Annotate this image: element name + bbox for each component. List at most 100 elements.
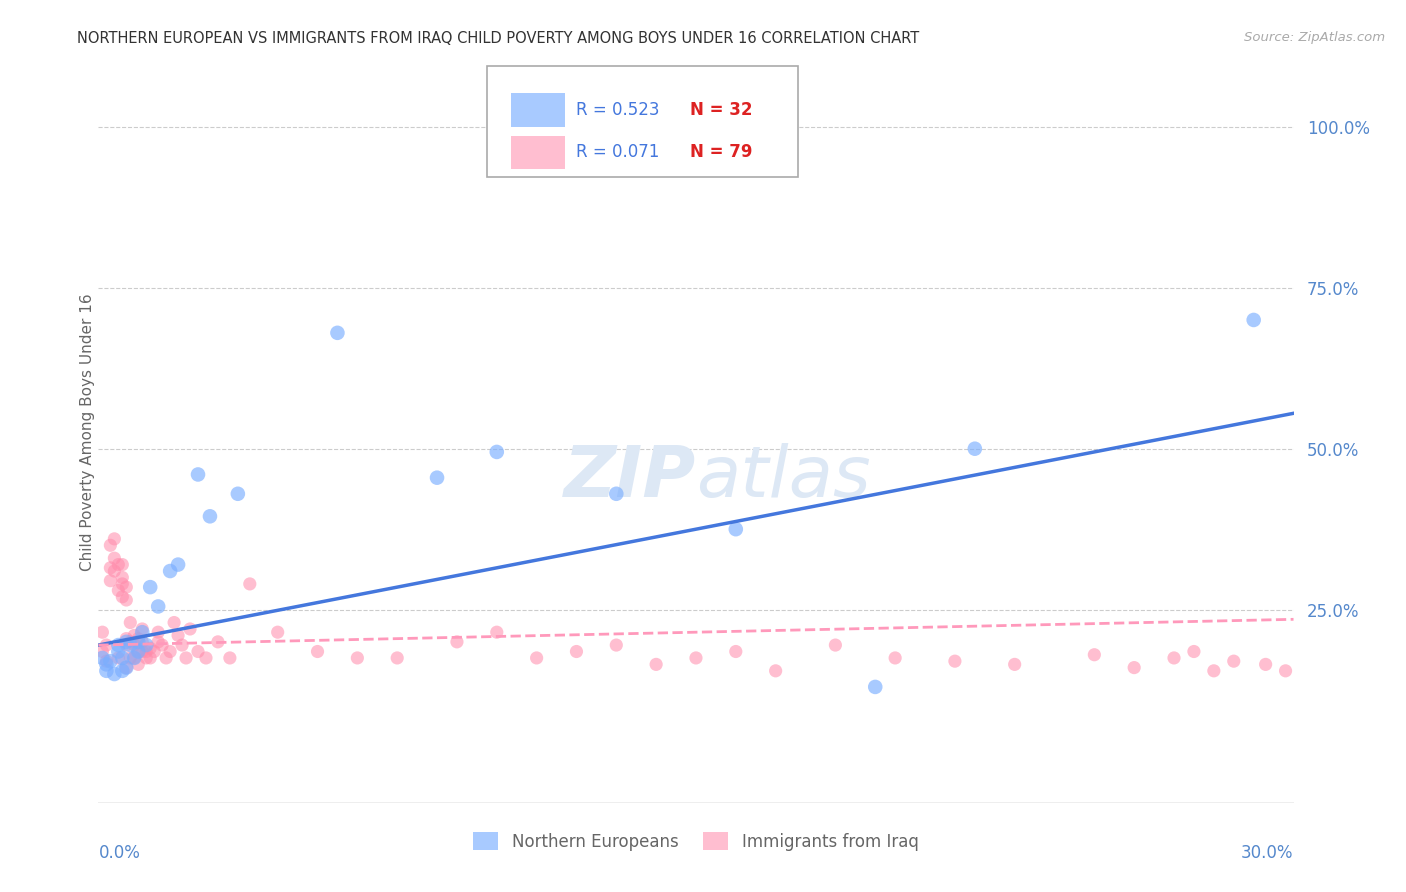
Point	[195, 651, 218, 665]
Point	[103, 551, 125, 566]
Point	[124, 638, 146, 652]
Point	[91, 644, 114, 658]
Point	[446, 635, 468, 649]
Point	[724, 522, 747, 536]
Point	[98, 561, 122, 575]
Point	[1254, 657, 1277, 672]
Point	[179, 622, 201, 636]
Point	[107, 558, 129, 572]
FancyBboxPatch shape	[510, 136, 565, 169]
Point	[143, 644, 166, 658]
Point	[824, 638, 846, 652]
Point	[605, 487, 627, 501]
Point	[1123, 660, 1146, 674]
Point	[155, 651, 177, 665]
Point	[111, 664, 134, 678]
Point	[103, 532, 125, 546]
Point	[120, 651, 142, 665]
Point	[565, 644, 588, 658]
Point	[139, 641, 162, 656]
Point	[148, 635, 170, 649]
Point	[107, 583, 129, 598]
Point	[187, 467, 209, 482]
Point	[115, 580, 138, 594]
Point	[943, 654, 966, 668]
Point	[1163, 651, 1185, 665]
Point	[98, 574, 122, 588]
Point	[139, 651, 162, 665]
Point	[167, 628, 190, 642]
Point	[96, 657, 118, 672]
Point	[131, 622, 153, 636]
Point	[485, 445, 508, 459]
Point	[111, 590, 134, 604]
Point	[115, 638, 138, 652]
Point	[1274, 664, 1296, 678]
Point	[685, 651, 707, 665]
Legend: Northern Europeans, Immigrants from Iraq: Northern Europeans, Immigrants from Iraq	[467, 825, 925, 857]
Point	[131, 625, 153, 640]
Point	[127, 657, 149, 672]
FancyBboxPatch shape	[486, 66, 797, 178]
Point	[124, 628, 146, 642]
Point	[485, 625, 508, 640]
Point	[127, 644, 149, 658]
Point	[150, 638, 173, 652]
Point	[127, 632, 149, 646]
Point	[159, 644, 181, 658]
Text: R = 0.071: R = 0.071	[576, 144, 659, 161]
Point	[884, 651, 907, 665]
Point	[163, 615, 186, 630]
Point	[96, 638, 118, 652]
Point	[1223, 654, 1246, 668]
Point	[724, 644, 747, 658]
FancyBboxPatch shape	[510, 94, 565, 127]
Text: ZIP: ZIP	[564, 442, 696, 511]
Text: Source: ZipAtlas.com: Source: ZipAtlas.com	[1244, 31, 1385, 45]
Point	[1004, 657, 1026, 672]
Point	[107, 651, 129, 665]
Point	[526, 651, 548, 665]
Point	[239, 577, 262, 591]
Point	[98, 538, 122, 552]
Point	[111, 570, 134, 584]
Point	[103, 564, 125, 578]
Point	[198, 509, 221, 524]
Point	[111, 558, 134, 572]
Point	[963, 442, 986, 456]
Point	[111, 651, 134, 665]
Point	[1202, 664, 1225, 678]
Point	[115, 593, 138, 607]
Point	[91, 651, 114, 665]
Text: atlas: atlas	[696, 442, 870, 511]
Point	[207, 635, 229, 649]
Point	[131, 635, 153, 649]
Point	[124, 651, 146, 665]
Point	[135, 651, 157, 665]
Point	[172, 638, 194, 652]
Point	[139, 580, 162, 594]
Point	[148, 625, 170, 640]
Point	[96, 664, 118, 678]
Point	[96, 654, 118, 668]
Point	[219, 651, 242, 665]
Point	[111, 577, 134, 591]
Point	[267, 625, 290, 640]
Point	[148, 599, 170, 614]
Point	[131, 644, 153, 658]
Point	[605, 638, 627, 652]
Text: 30.0%: 30.0%	[1241, 844, 1294, 862]
Point	[426, 471, 449, 485]
Point	[115, 635, 138, 649]
Point	[765, 664, 787, 678]
Point	[645, 657, 668, 672]
Point	[226, 487, 249, 501]
Point	[124, 651, 146, 665]
Point	[1243, 313, 1265, 327]
Point	[107, 644, 129, 658]
Point	[174, 651, 197, 665]
Point	[307, 644, 329, 658]
Text: 0.0%: 0.0%	[98, 844, 141, 862]
Text: NORTHERN EUROPEAN VS IMMIGRANTS FROM IRAQ CHILD POVERTY AMONG BOYS UNDER 16 CORR: NORTHERN EUROPEAN VS IMMIGRANTS FROM IRA…	[77, 31, 920, 46]
Point	[115, 660, 138, 674]
